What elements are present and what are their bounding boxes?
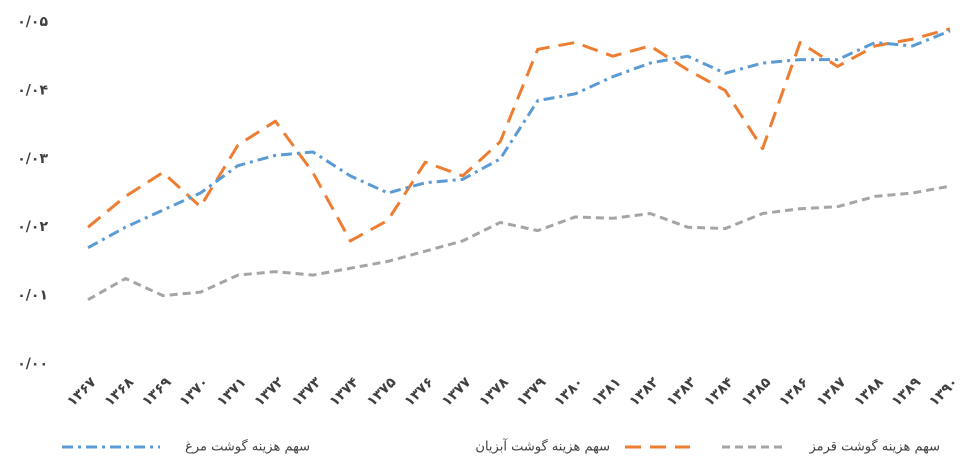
y-tick-label: ۰/۰۴ <box>17 82 48 98</box>
y-tick-label: ۰/۰۲ <box>17 219 48 235</box>
x-tick-label: ۱۳۷۸ <box>476 374 512 410</box>
x-tick-label: ۱۳۷۷ <box>439 374 475 410</box>
x-tick-label: ۱۳۷۳ <box>289 374 325 410</box>
x-tick-label: ۱۳۶۷ <box>64 374 100 410</box>
y-tick-label: ۰/۰۵ <box>17 14 48 30</box>
series-line <box>87 29 951 250</box>
y-tick-label: ۰/۰۰ <box>17 356 48 372</box>
legend-label: سهم هزینه گوشت مرغ <box>185 439 310 455</box>
legend-label: سهم هزینه گوشت قرمز <box>808 439 940 455</box>
x-tick-label: ۱۳۸۸ <box>851 374 887 410</box>
x-tick-label: ۱۳۸۶ <box>776 374 811 409</box>
x-tick-label: ۱۳۷۴ <box>327 374 363 410</box>
x-tick-label: ۱۳۸۵ <box>739 374 775 410</box>
x-tick-label: ۱۳۹۰ <box>926 374 960 409</box>
legend-label: سهم هزینه گوشت آبزیان <box>475 438 610 455</box>
y-tick-label: ۰/۰۱ <box>17 288 48 304</box>
x-tick-label: ۱۳۶۸ <box>102 374 138 410</box>
series-line <box>87 27 951 243</box>
x-tick-label: ۱۳۸۱ <box>589 374 624 409</box>
x-tick-label: ۱۳۸۳ <box>664 374 700 410</box>
x-tick-label: ۱۳۸۷ <box>814 374 850 410</box>
series-line <box>87 184 951 302</box>
x-tick-label: ۱۳۷۶ <box>401 374 436 409</box>
x-tick-label: ۱۳۶۹ <box>139 374 175 410</box>
x-tick-label: ۱۳۷۰ <box>177 374 212 409</box>
x-tick-label: ۱۳۸۲ <box>626 374 662 410</box>
x-tick-label: ۱۳۷۵ <box>364 374 400 410</box>
x-tick-label: ۱۳۸۹ <box>889 374 925 410</box>
x-tick-label: ۱۳۸۴ <box>701 374 737 410</box>
y-tick-label: ۰/۰۳ <box>17 151 48 167</box>
x-tick-label: ۱۳۷۲ <box>252 374 288 410</box>
x-tick-label: ۱۳۷۱ <box>214 374 249 409</box>
x-tick-label: ۱۳۷۹ <box>514 374 550 410</box>
x-tick-label: ۱۳۸۰ <box>551 374 586 409</box>
